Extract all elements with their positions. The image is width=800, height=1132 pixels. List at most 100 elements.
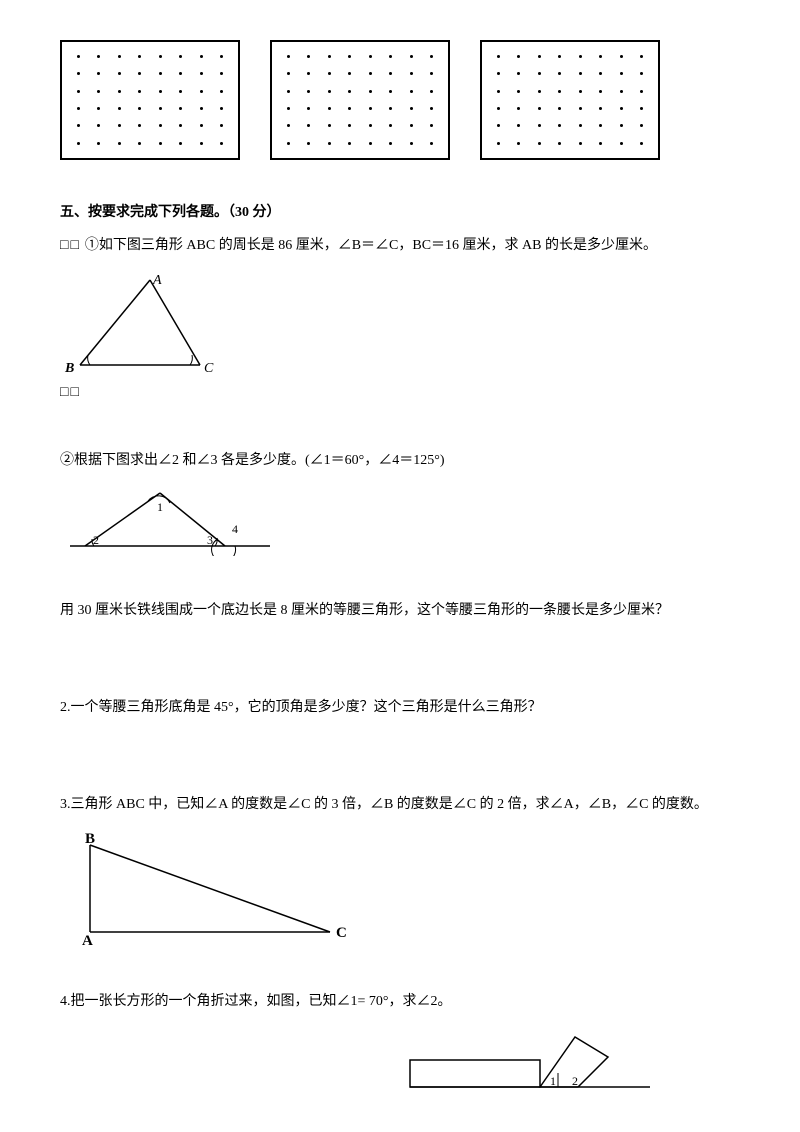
dot [369,72,372,75]
dot [307,55,310,58]
dot [410,90,413,93]
dot [497,124,500,127]
dot [640,142,643,145]
dot [369,107,372,110]
dot [538,124,541,127]
dot [118,107,121,110]
dot [200,55,203,58]
label-A: A [152,273,162,288]
dot [620,107,623,110]
dot [517,142,520,145]
dot [328,124,331,127]
angle-2-label: 2 [93,533,99,547]
q1-suffix-boxes: □□ [60,380,81,405]
dot [620,90,623,93]
dot [410,142,413,145]
dot [410,107,413,110]
dot [200,90,203,93]
dot [220,90,223,93]
dot [77,107,80,110]
question-1: □□①如下图三角形 ABC 的周长是 86 厘米，∠B＝∠C，BC＝16 厘米，… [60,233,740,405]
dot [328,90,331,93]
dot [220,142,223,145]
dot [118,72,121,75]
folded-rect-svg: 1 2 [400,1025,660,1095]
dot [159,90,162,93]
dot [410,55,413,58]
angle-fold-2: 2 [572,1074,578,1088]
dot [430,72,433,75]
dot [410,72,413,75]
angle-1-label: 1 [157,500,163,514]
triangle-angles-svg: 1 2 3 4 [60,481,290,556]
dot [307,90,310,93]
dot-grid-1 [60,40,240,160]
dot [77,55,80,58]
dot [328,142,331,145]
dot [179,124,182,127]
right-triangle-svg: B A C [60,827,350,947]
dot [558,55,561,58]
dot [389,142,392,145]
dot [287,142,290,145]
dot [640,124,643,127]
question-4-text: 2.一个等腰三角形底角是 45°，它的顶角是多少度？这个三角形是什么三角形？ [60,695,740,720]
dot [497,142,500,145]
dot [620,55,623,58]
dot [220,107,223,110]
dot [287,55,290,58]
dot [497,107,500,110]
dot [200,107,203,110]
dot [517,107,520,110]
dot [430,107,433,110]
dot [430,142,433,145]
dot-grids-row [60,40,740,160]
dot [307,142,310,145]
dot [348,124,351,127]
dot [97,107,100,110]
dot [620,72,623,75]
dot [538,72,541,75]
dot [620,142,623,145]
dot [138,124,141,127]
dot [200,142,203,145]
dot [430,90,433,93]
dot [579,107,582,110]
label-B: B [64,361,74,376]
dot [118,90,121,93]
dot [389,72,392,75]
dot [389,55,392,58]
dot-grid-2 [270,40,450,160]
angle-fold-1: 1 [550,1074,556,1088]
label-C2: C [336,925,347,941]
dot [179,72,182,75]
dot [348,72,351,75]
dot [328,55,331,58]
dot [159,142,162,145]
dot [307,72,310,75]
dot [599,107,602,110]
question-5: 3.三角形 ABC 中，已知∠A 的度数是∠C 的 3 倍，∠B 的度数是∠C … [60,792,740,947]
dot [640,72,643,75]
dot [220,72,223,75]
dot [579,55,582,58]
dot [348,142,351,145]
dot [558,107,561,110]
dot [159,72,162,75]
dot [348,55,351,58]
dot [369,55,372,58]
dot [538,107,541,110]
dot [77,142,80,145]
dot [517,90,520,93]
dot [599,55,602,58]
dot [599,124,602,127]
dot [138,90,141,93]
dot [640,55,643,58]
question-2-text: ②根据下图求出∠2 和∠3 各是多少度。(∠1＝60°，∠4＝125°) [60,448,740,473]
dot [389,90,392,93]
dot [558,90,561,93]
dot [369,124,372,127]
dot [97,124,100,127]
dot [328,72,331,75]
dot [138,142,141,145]
